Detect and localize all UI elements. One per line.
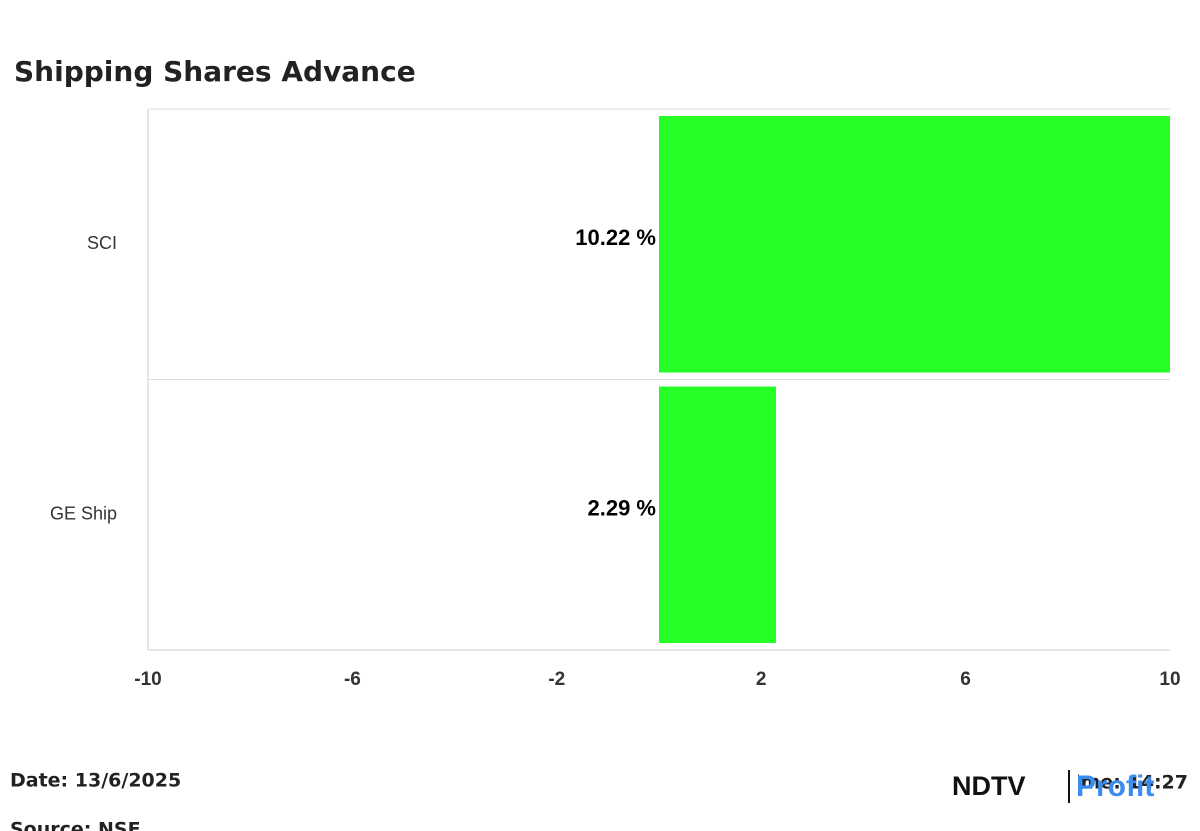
date: Date: 13/6/2025 (10, 770, 181, 792)
time: Time: 14:27 (1061, 772, 1188, 794)
logo-ndtv: NDTV (952, 771, 1026, 801)
bar (659, 386, 777, 643)
bar (659, 116, 1170, 373)
x-tick-label: -10 (134, 669, 161, 690)
x-tick-label: 10 (1159, 669, 1180, 690)
x-tick-label: -6 (344, 669, 361, 690)
x-tick-label: 2 (756, 669, 767, 690)
y-tick-label: GE Ship (50, 504, 117, 524)
logo-bg (950, 768, 1078, 804)
value-label: 2.29 % (588, 496, 657, 521)
plot-area (659, 116, 1170, 643)
value-label: 10.22 % (575, 225, 656, 250)
x-tick-label: -2 (548, 669, 565, 690)
logo-profit: Profit (1076, 770, 1154, 803)
x-tick-label: 6 (960, 669, 971, 690)
y-tick-label: SCI (87, 233, 117, 253)
source: Source: NSE (10, 819, 141, 831)
chart-title: Shipping Shares Advance (14, 55, 416, 88)
